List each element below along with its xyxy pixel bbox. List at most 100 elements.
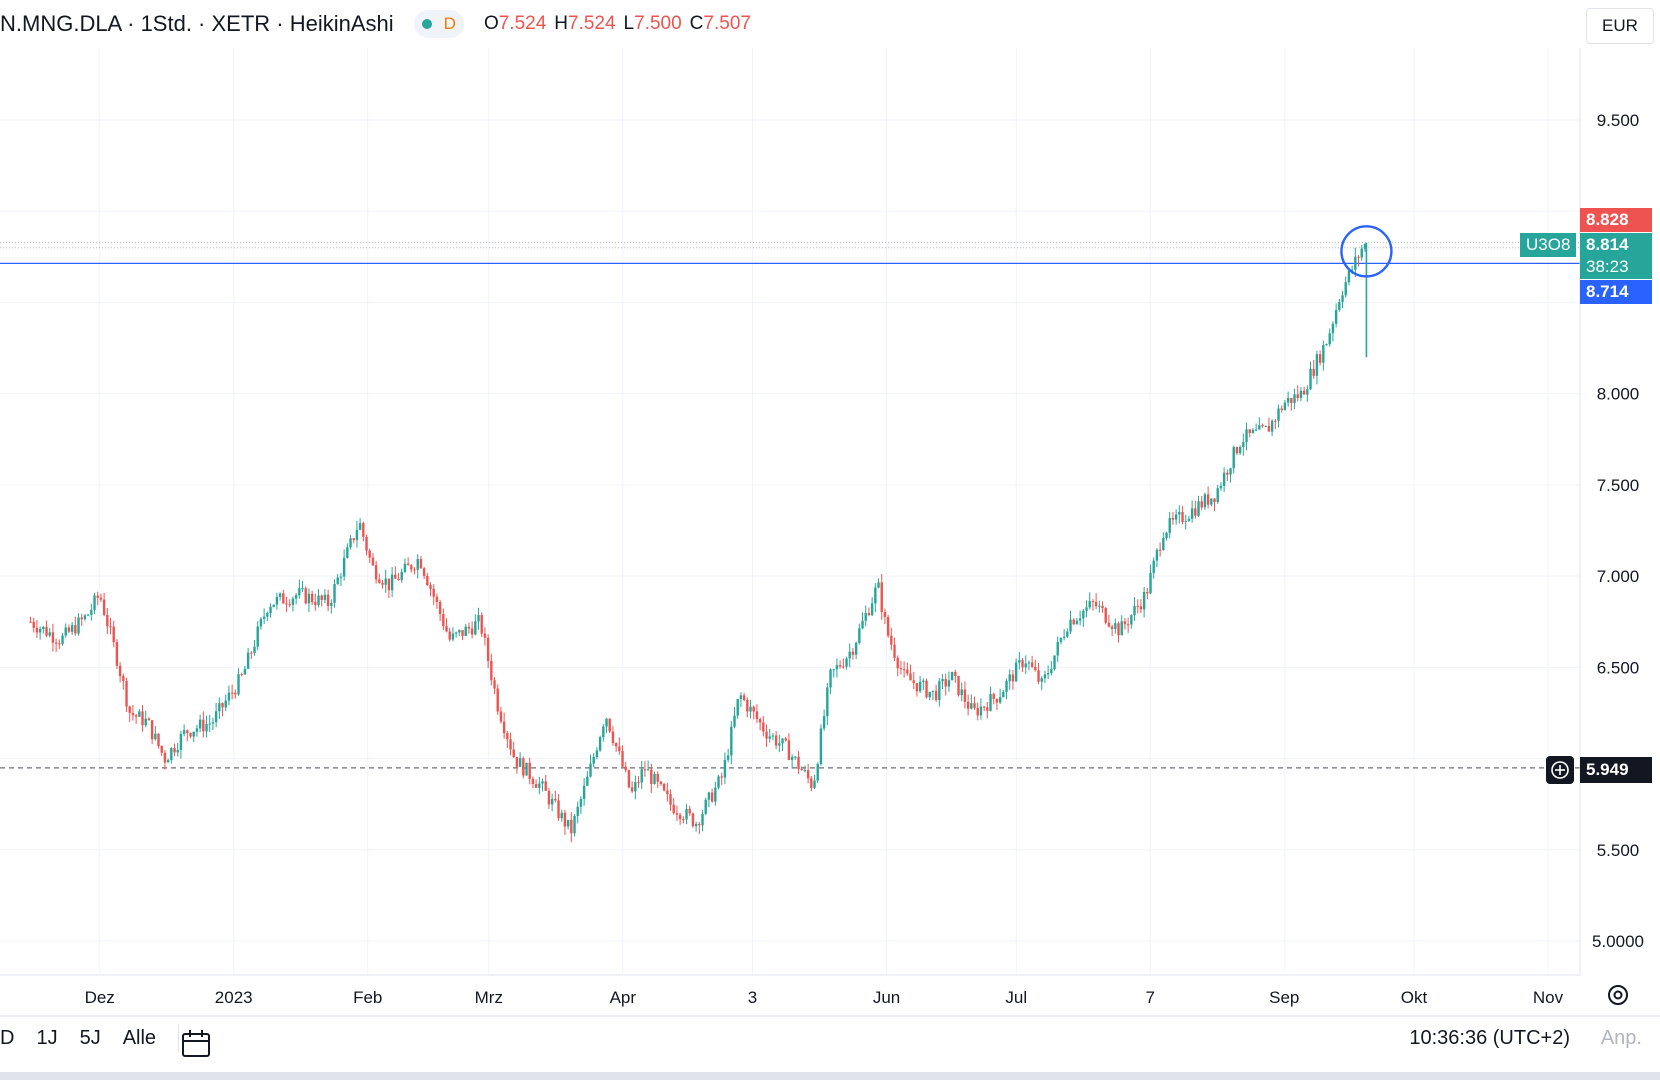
candle-body (170, 747, 173, 760)
candle-body (611, 731, 615, 744)
candle-body (1245, 429, 1248, 443)
candle-body (426, 575, 429, 586)
candle-body (157, 733, 160, 746)
candle-body (579, 798, 583, 807)
candle-body (851, 651, 855, 655)
candle-body (896, 657, 899, 669)
date-range-icon[interactable] (182, 1030, 210, 1057)
candle-body (378, 579, 381, 583)
candle-body (704, 799, 707, 814)
candle-body (1136, 605, 1139, 607)
candle-body (154, 733, 157, 740)
range-button-1j[interactable]: 1J (36, 1026, 58, 1049)
range-button-5j[interactable]: 5J (79, 1026, 101, 1049)
candles (29, 242, 1368, 843)
candle-body (1290, 397, 1293, 403)
candle-body (438, 601, 442, 615)
candle-body (1328, 333, 1331, 345)
candle-body (1091, 601, 1095, 603)
candle-body (598, 737, 602, 751)
candle-body (211, 722, 215, 724)
candle-body (1104, 608, 1107, 623)
candle-body (1123, 621, 1127, 625)
candle-body (323, 594, 327, 600)
candle-body (1158, 549, 1162, 551)
candle-body (365, 536, 368, 551)
candle-body (1056, 641, 1059, 656)
price-tick-label: 9.500 (1597, 111, 1640, 130)
candle-body (739, 695, 743, 700)
candle-body (1037, 670, 1040, 682)
candle-body (877, 582, 880, 588)
candle-body (1114, 623, 1117, 629)
candle-body (730, 726, 733, 756)
candle-body (205, 724, 208, 732)
symbol-line[interactable]: N.MNG.DLA · 1Std. · XETR · HeikinAshi (0, 11, 394, 36)
candle-body (822, 716, 826, 729)
candle-body (592, 757, 595, 764)
candle-body (1216, 488, 1219, 503)
candle-body (54, 642, 58, 644)
candle-body (886, 617, 890, 636)
candle-body (1318, 354, 1322, 363)
candle-body (1254, 429, 1258, 431)
candle-body (1181, 512, 1184, 523)
chart-legend: N.MNG.DLA · 1Std. · XETR · HeikinAshi D … (0, 0, 751, 48)
candle-body (1283, 402, 1287, 411)
candle-body (1251, 429, 1255, 434)
candle-body (320, 595, 323, 600)
ohlc-key: O (483, 13, 499, 34)
candle-body (890, 635, 893, 645)
candle-body (595, 750, 599, 758)
candle-body (1066, 631, 1069, 637)
candle-body (701, 813, 704, 826)
candle-body (662, 783, 666, 791)
candle-body (480, 615, 483, 634)
candle-body (150, 720, 154, 740)
candle-body (563, 812, 567, 827)
candle-body (502, 721, 506, 734)
candle-body (832, 669, 835, 671)
candle-body (221, 703, 224, 708)
candle-body (48, 632, 51, 636)
candle-body (678, 814, 682, 820)
candle-body (1280, 408, 1283, 411)
candle-body (102, 599, 106, 616)
candle-body (688, 808, 691, 814)
toolbar-divider (178, 1024, 180, 1052)
candle-body (291, 598, 295, 605)
currency-button[interactable]: EUR (1586, 8, 1654, 44)
candle-body (310, 593, 314, 603)
candle-body (70, 625, 74, 632)
crosshair-add-icon[interactable] (1546, 756, 1574, 784)
status-badges[interactable]: D (413, 10, 464, 38)
candle-body (755, 711, 759, 720)
adjust-button[interactable]: Anp. (1600, 1027, 1642, 1049)
range-button-alle[interactable]: Alle (122, 1026, 157, 1049)
candle-body (806, 770, 810, 779)
ohlc-key: L (623, 13, 635, 34)
candle-body (694, 823, 698, 827)
candle-body (950, 671, 954, 681)
settings-gear-icon[interactable] (1608, 985, 1628, 1005)
range-button-d[interactable]: D (0, 1026, 15, 1049)
candle-body (646, 769, 650, 771)
clock-time[interactable]: 10:36:36 (UTC+2) (1409, 1027, 1570, 1049)
candle-body (986, 707, 989, 711)
chart-grid (0, 48, 1580, 975)
candle-body (416, 559, 419, 570)
line-price-label: 8.714 (1580, 280, 1652, 304)
candle-body (1219, 485, 1223, 489)
candle-body (1085, 607, 1088, 611)
candle-body (970, 703, 973, 709)
candle-body (336, 577, 339, 585)
candle-body (899, 668, 903, 670)
candle-body (61, 635, 64, 645)
candle-body (941, 679, 944, 682)
candle-body (138, 711, 141, 717)
candle-body (710, 792, 714, 802)
candle-body (490, 661, 493, 681)
candle-body (566, 819, 570, 827)
candle-body (1062, 636, 1066, 638)
